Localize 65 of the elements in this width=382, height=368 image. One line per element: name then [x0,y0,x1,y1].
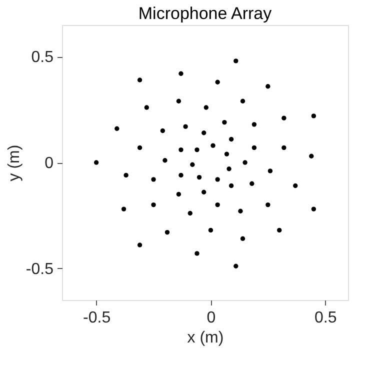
point [196,174,202,180]
point [266,202,270,208]
point [178,172,184,178]
point [311,206,316,212]
point [114,126,120,131]
point [194,147,200,152]
point [311,114,316,118]
point [238,208,243,214]
point [224,152,230,156]
point [190,162,195,167]
point [282,116,286,120]
x-axis-title: x (m) [187,330,224,346]
point [240,236,246,241]
point [234,264,238,268]
x-tick-label: 0 [206,310,216,326]
chart-title: Microphone Array [138,4,272,23]
point [164,230,170,235]
point [176,98,182,104]
point [151,177,156,182]
point [144,105,149,110]
point [151,202,156,208]
point [137,145,142,150]
point [194,251,200,256]
point [282,145,286,150]
point [208,228,214,233]
point [202,130,206,136]
y-axis-title: y (m) [6,144,23,182]
point [202,190,206,194]
point [242,160,248,165]
point [178,147,184,152]
point [240,98,246,104]
point [204,105,208,110]
y-tick-label: 0 [44,155,54,172]
point [160,128,166,134]
point [226,166,232,172]
point [210,143,216,148]
point [215,177,220,182]
point [121,206,126,212]
y-tick-label: 0.5 [31,49,54,66]
point [94,160,99,165]
point [309,154,314,158]
point [188,210,192,216]
x-tick-label: 0.5 [314,310,337,326]
point [178,71,184,76]
y-tick-label: -0.5 [26,260,54,278]
point [137,242,142,248]
point [222,120,227,125]
point [176,192,182,197]
point [124,172,128,178]
point [252,122,257,127]
point [250,181,254,186]
point [183,124,188,129]
point [228,183,234,188]
point [215,80,220,84]
point [277,228,282,233]
point [293,183,298,188]
point [266,84,270,89]
x-tick-label: -0.5 [83,310,111,326]
point [162,158,168,163]
point [234,58,238,64]
point [252,145,257,150]
point [268,168,273,174]
point [137,78,142,82]
point [228,136,234,142]
point [215,202,220,208]
